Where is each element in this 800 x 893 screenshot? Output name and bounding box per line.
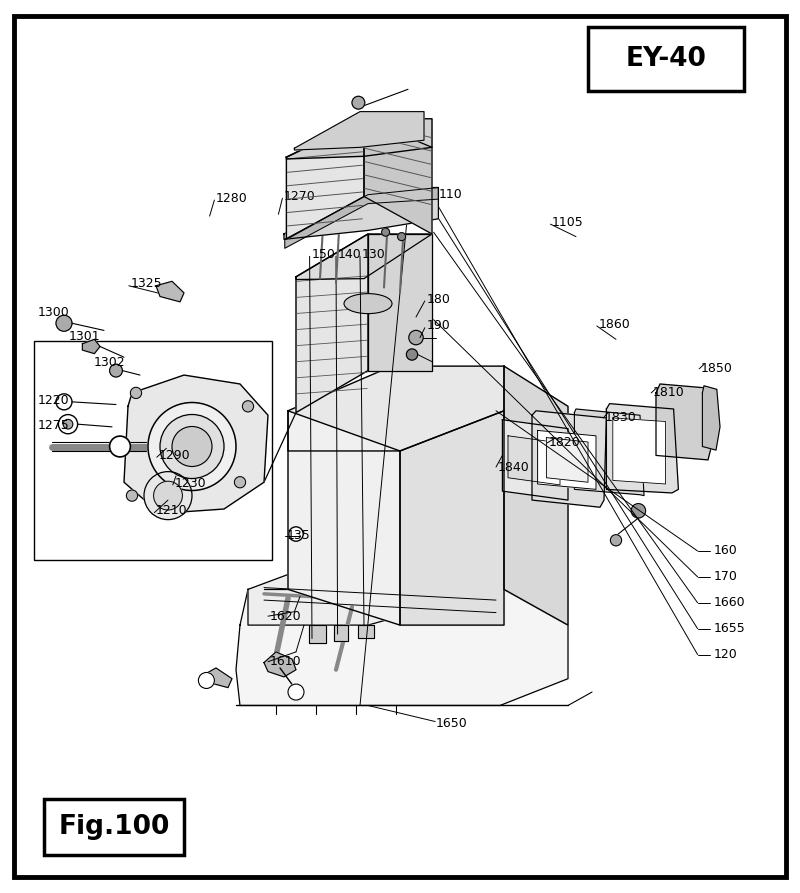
- Circle shape: [406, 349, 418, 360]
- Circle shape: [352, 96, 365, 109]
- Text: 190: 190: [426, 320, 450, 332]
- Text: 1105: 1105: [552, 216, 584, 229]
- Text: 1620: 1620: [270, 610, 302, 622]
- Polygon shape: [613, 418, 666, 484]
- Text: 1300: 1300: [38, 306, 70, 319]
- Circle shape: [126, 490, 138, 501]
- Polygon shape: [288, 411, 400, 625]
- Text: 1210: 1210: [156, 505, 188, 517]
- Circle shape: [58, 414, 78, 434]
- Polygon shape: [206, 668, 232, 688]
- Text: Fig.100: Fig.100: [58, 814, 170, 840]
- Ellipse shape: [344, 294, 392, 313]
- Polygon shape: [702, 386, 720, 450]
- Circle shape: [382, 229, 390, 236]
- Text: 1230: 1230: [174, 477, 206, 489]
- Polygon shape: [334, 625, 348, 641]
- Circle shape: [130, 388, 142, 398]
- Polygon shape: [656, 384, 714, 460]
- Polygon shape: [288, 366, 504, 451]
- Text: 1830: 1830: [605, 412, 637, 424]
- Polygon shape: [400, 411, 504, 625]
- Circle shape: [398, 233, 406, 240]
- Circle shape: [242, 401, 254, 412]
- Text: 1302: 1302: [94, 356, 126, 369]
- Polygon shape: [286, 121, 364, 239]
- Circle shape: [631, 504, 646, 518]
- Text: 140: 140: [338, 248, 362, 261]
- Text: 1290: 1290: [158, 449, 190, 462]
- Text: 1840: 1840: [498, 461, 530, 473]
- Circle shape: [110, 436, 130, 457]
- Text: 180: 180: [426, 293, 450, 305]
- Polygon shape: [358, 625, 374, 638]
- Text: EY-40: EY-40: [626, 46, 706, 72]
- Text: 1655: 1655: [714, 622, 746, 635]
- Circle shape: [148, 403, 236, 490]
- Text: 1660: 1660: [714, 597, 746, 609]
- Circle shape: [289, 527, 303, 541]
- Circle shape: [110, 364, 122, 377]
- Polygon shape: [508, 436, 560, 485]
- Polygon shape: [82, 339, 100, 354]
- Circle shape: [234, 477, 246, 488]
- Polygon shape: [538, 430, 596, 489]
- Text: 1275: 1275: [38, 420, 70, 432]
- Polygon shape: [574, 409, 644, 496]
- Polygon shape: [368, 234, 432, 371]
- Polygon shape: [296, 234, 432, 280]
- Text: 160: 160: [714, 545, 738, 557]
- Circle shape: [144, 472, 192, 520]
- Polygon shape: [286, 119, 432, 159]
- Circle shape: [334, 224, 342, 231]
- Circle shape: [56, 394, 72, 410]
- Text: 110: 110: [438, 188, 462, 201]
- Polygon shape: [294, 112, 424, 150]
- Circle shape: [409, 330, 423, 345]
- Text: 170: 170: [714, 571, 738, 583]
- Circle shape: [172, 427, 212, 466]
- Bar: [34, 341, 272, 560]
- Text: 1301: 1301: [69, 330, 101, 343]
- Polygon shape: [546, 438, 588, 482]
- Text: 150: 150: [311, 248, 335, 261]
- Polygon shape: [236, 589, 568, 705]
- Text: 1220: 1220: [38, 394, 70, 406]
- Circle shape: [56, 315, 72, 331]
- Polygon shape: [532, 411, 606, 507]
- Bar: [588, 27, 744, 91]
- Text: 1270: 1270: [284, 190, 316, 203]
- Text: 1280: 1280: [216, 192, 248, 204]
- Polygon shape: [606, 404, 678, 493]
- Circle shape: [198, 672, 214, 689]
- Bar: [44, 799, 184, 855]
- Text: 135: 135: [286, 530, 310, 542]
- Text: 1860: 1860: [598, 318, 630, 330]
- Text: 1820: 1820: [549, 437, 581, 449]
- Polygon shape: [124, 375, 268, 513]
- Circle shape: [63, 420, 73, 429]
- Polygon shape: [285, 188, 438, 248]
- Polygon shape: [264, 652, 296, 677]
- Polygon shape: [309, 625, 326, 643]
- Polygon shape: [504, 366, 568, 625]
- Circle shape: [160, 414, 224, 479]
- Text: 1610: 1610: [270, 655, 302, 668]
- Circle shape: [288, 684, 304, 700]
- Text: 1850: 1850: [701, 363, 733, 375]
- Text: 1325: 1325: [130, 278, 162, 290]
- Circle shape: [154, 481, 182, 510]
- Polygon shape: [248, 545, 496, 625]
- Circle shape: [610, 535, 622, 546]
- Polygon shape: [296, 234, 368, 413]
- Polygon shape: [156, 281, 184, 302]
- Text: 130: 130: [362, 248, 386, 261]
- Polygon shape: [502, 420, 568, 500]
- Polygon shape: [364, 119, 432, 234]
- Text: 120: 120: [714, 648, 738, 661]
- Circle shape: [318, 220, 326, 227]
- Text: 1650: 1650: [436, 717, 468, 730]
- Text: 1810: 1810: [653, 387, 685, 399]
- Polygon shape: [284, 188, 438, 239]
